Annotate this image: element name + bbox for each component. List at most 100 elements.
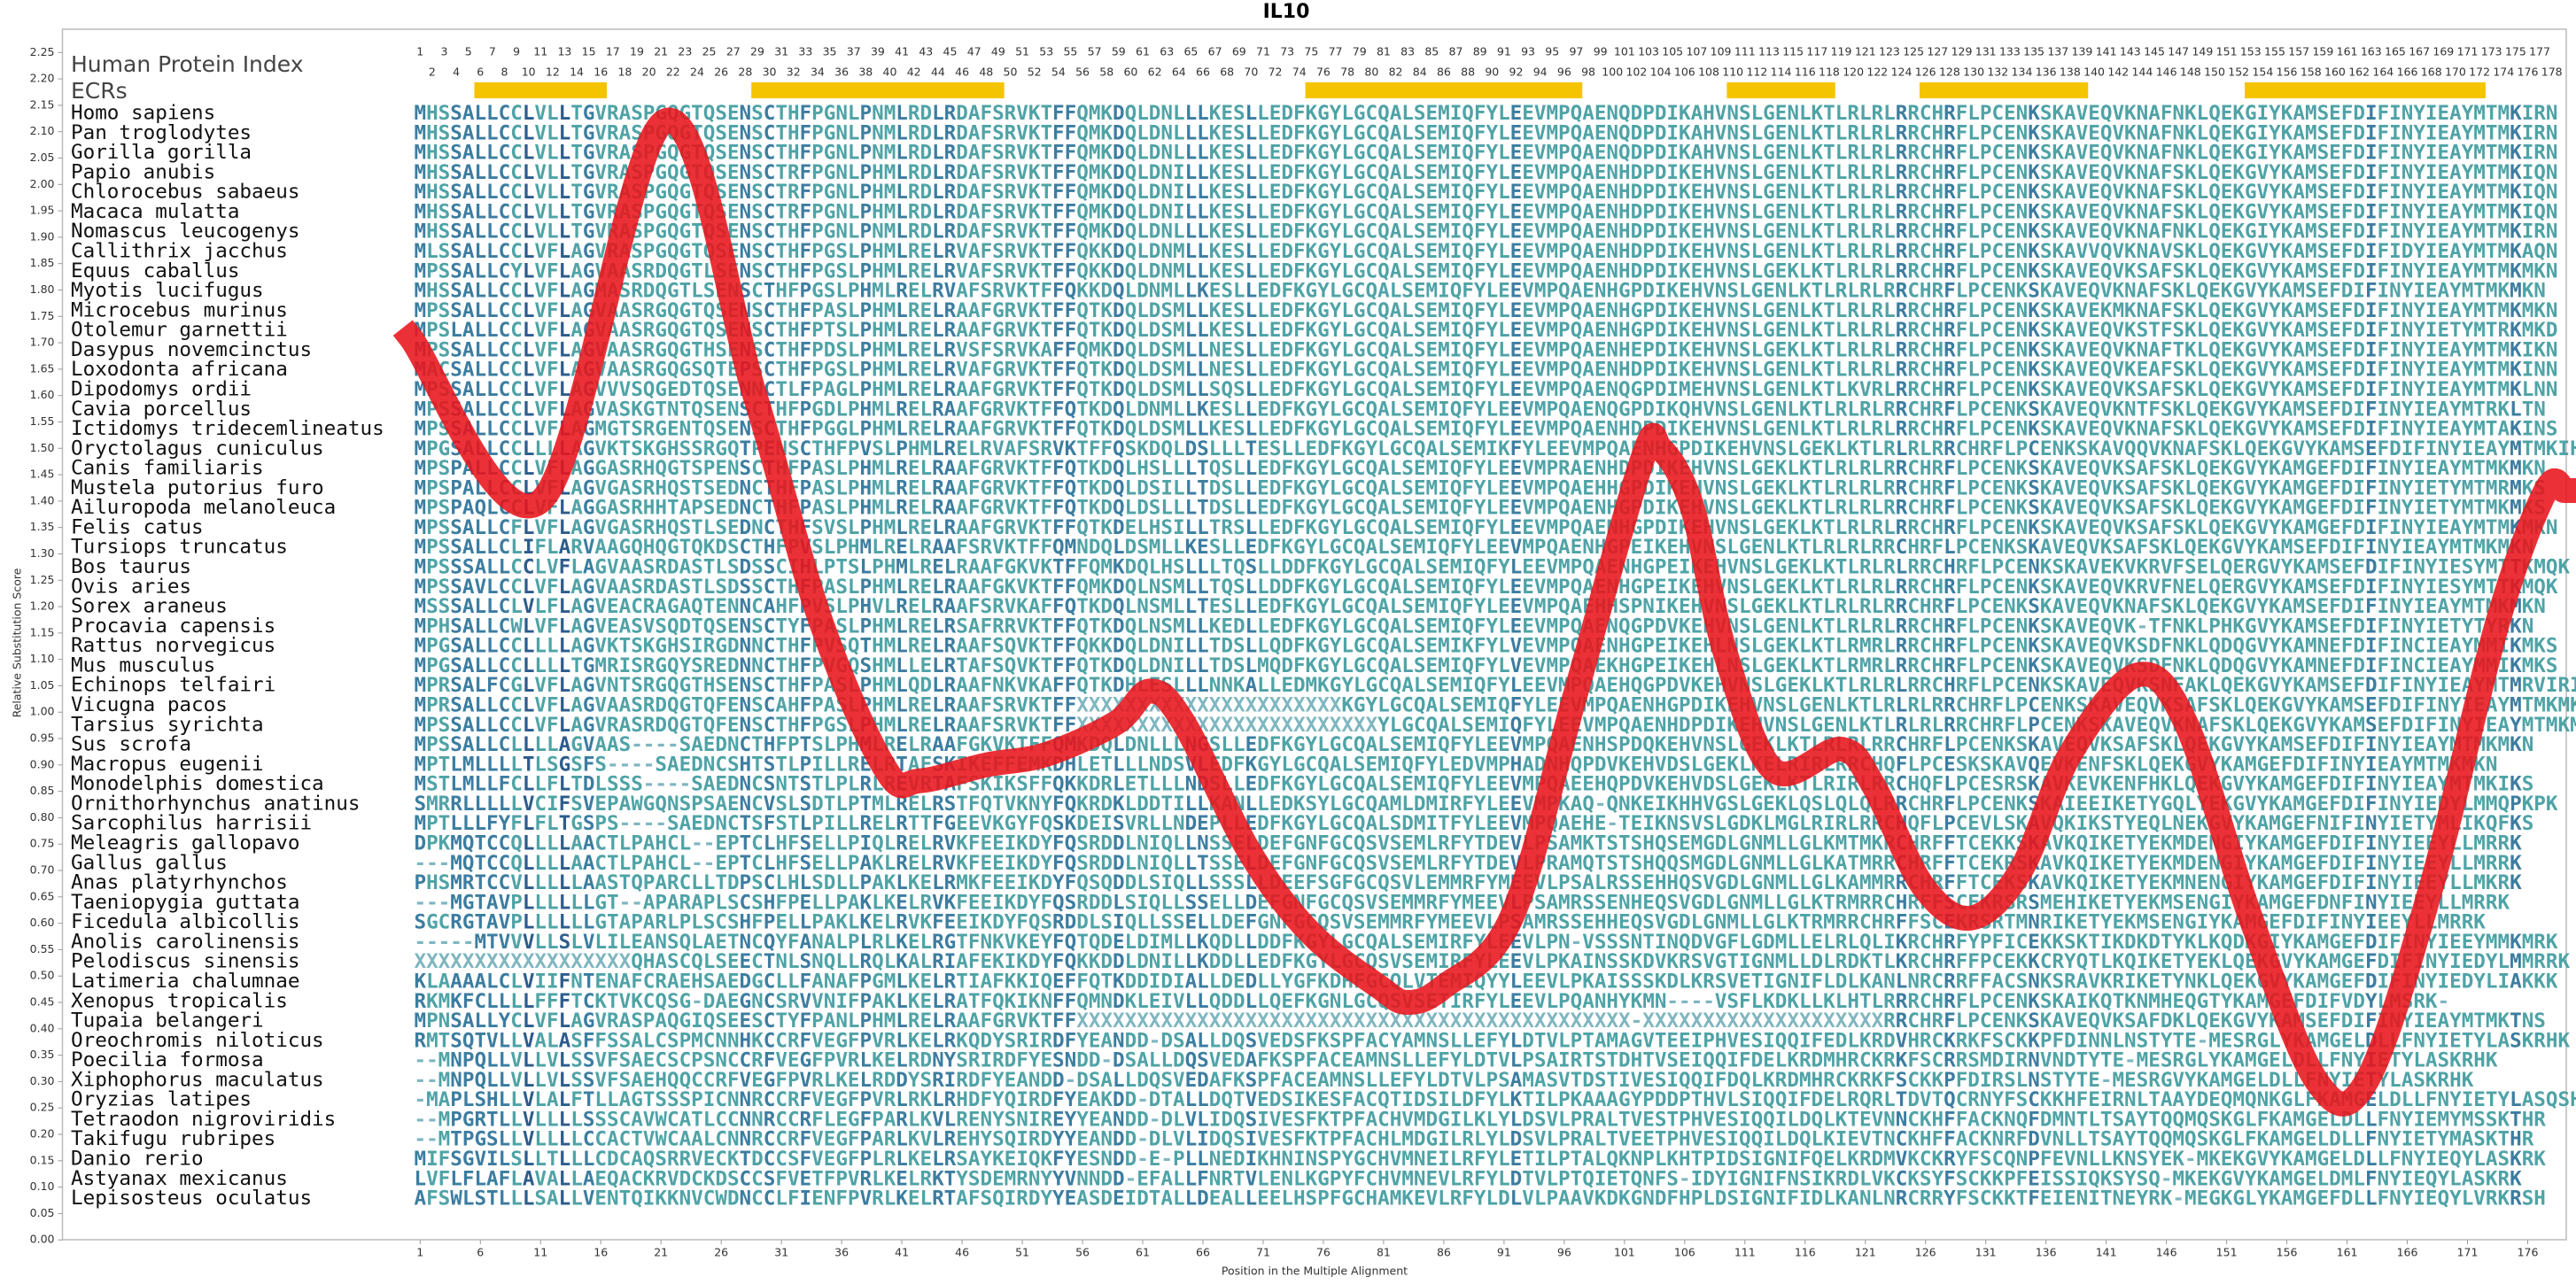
residue: M [2473, 121, 2486, 144]
residue: V [1016, 121, 1028, 144]
residue: G [1354, 121, 1366, 144]
residue: C [1991, 121, 2004, 144]
residue: Q [1377, 121, 1390, 144]
residue: N [2016, 121, 2029, 144]
residue: L [1257, 121, 1269, 144]
residue: S [1739, 102, 1751, 125]
residue: A [462, 121, 475, 144]
residue: L [1498, 102, 1510, 125]
residue: H [1932, 121, 1944, 144]
residue: I [2389, 121, 2401, 144]
residue: L [523, 102, 535, 125]
residue: E [2221, 121, 2233, 144]
residue: C [764, 141, 776, 164]
residue: V [1016, 102, 1028, 125]
residue: F [2341, 121, 2354, 144]
residue: A [2449, 102, 2462, 125]
residue: N [2546, 377, 2558, 400]
alignment: Homo sapiens MHSSALLCCLVLLTGVRASPGQGTQSEN… [71, 102, 2576, 1211]
residue: E [2329, 121, 2341, 144]
chart-title: IL10 [1263, 1, 1310, 23]
residue: H [788, 121, 800, 144]
residue: C [510, 121, 523, 144]
residue: L [1173, 102, 1185, 125]
species-name: Homo sapiens [71, 102, 215, 125]
residue: L [559, 121, 571, 144]
residue: L [1799, 102, 1812, 125]
residue: L [1245, 121, 1258, 144]
residue: E [1522, 121, 1534, 144]
residue: L [2197, 102, 2209, 125]
residue: L [1498, 121, 1510, 144]
residue: K [2184, 102, 2197, 125]
residue: N [2546, 515, 2558, 538]
residue: L [523, 121, 535, 144]
residue: L [1883, 102, 1896, 125]
residue: E [2088, 102, 2100, 125]
residue: E [2004, 121, 2016, 144]
residue: N [1160, 102, 1173, 125]
residue: E [1510, 121, 1523, 144]
residue: L [932, 121, 944, 144]
residue: N [2401, 102, 2414, 125]
residue: L [1197, 121, 1209, 144]
residue: Q [1618, 102, 1631, 125]
residue: V [2112, 102, 2124, 125]
residue: D [1631, 102, 1643, 125]
residue: Q [1125, 102, 1137, 125]
residue: K [1209, 121, 1222, 144]
residue: A [2064, 121, 2076, 144]
residue: T [1823, 121, 1835, 144]
residue: R [908, 102, 920, 125]
residue: A [2148, 121, 2161, 144]
residue: L [1341, 102, 1354, 125]
residue: T [570, 121, 583, 144]
residue: L [1257, 102, 1269, 125]
residue: S [438, 102, 451, 125]
residue: K [2232, 102, 2245, 125]
residue: G [583, 121, 595, 144]
residue: N [2546, 121, 2558, 144]
residue: S [450, 141, 462, 164]
residue: K [1679, 102, 1691, 125]
residue: G [1354, 102, 1366, 125]
residue: M [1089, 121, 1101, 144]
residue: R [1872, 102, 1884, 125]
residue: L [2197, 121, 2209, 144]
plot-frame [61, 28, 2567, 1241]
residue: A [619, 121, 632, 144]
sequence: MHSSALLCCLVLLTGVRASPGQGTQSENSCTHFPGNLPNM… [414, 121, 2557, 144]
residue: L [474, 141, 486, 164]
residue: N [1160, 121, 1173, 144]
residue: M [2305, 102, 2317, 125]
residue: L [848, 121, 860, 144]
residue: M [1546, 102, 1558, 125]
residue: N [2137, 102, 2149, 125]
residue: S [992, 102, 1005, 125]
residue: I [1666, 121, 1679, 144]
residue: G [1763, 121, 1775, 144]
residue: S [715, 141, 727, 164]
residue: P [1558, 102, 1571, 125]
residue: L [1185, 121, 1198, 144]
residue: K [1028, 102, 1041, 125]
residue: F [1293, 102, 1306, 125]
residue: V [594, 102, 607, 125]
residue: T [2486, 102, 2498, 125]
x-axis-title: Position in the Multiple Alignment [1222, 1265, 1408, 1278]
residue: R [1896, 102, 1908, 125]
residue: V [534, 141, 547, 164]
residue: R [607, 102, 619, 125]
y-axis-title: Relative Substitution Score [11, 568, 24, 717]
residue: L [474, 102, 486, 125]
residue: K [1028, 121, 1041, 144]
residue: N [740, 121, 752, 144]
residue: D [956, 102, 968, 125]
residue: D [1281, 102, 1293, 125]
residue: P [860, 121, 873, 144]
residue: C [1920, 102, 1932, 125]
residue: D [2353, 121, 2365, 144]
residue: E [1426, 102, 1439, 125]
residue: P [1558, 121, 1571, 144]
